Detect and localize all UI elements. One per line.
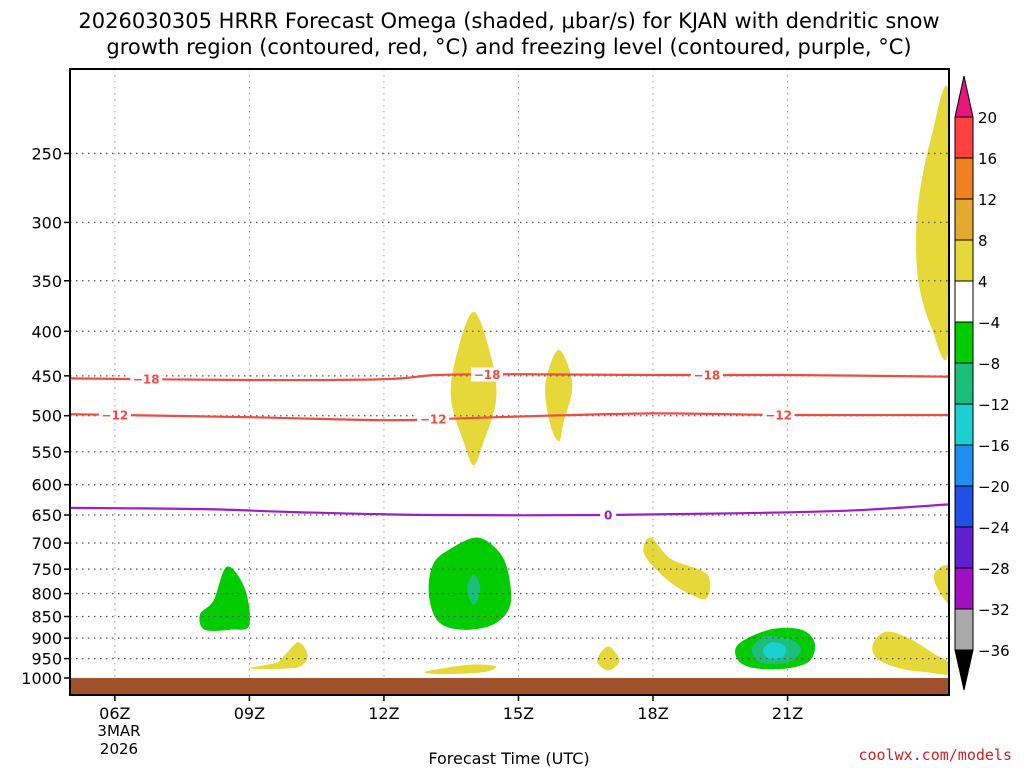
colorbar-label-0: 20 — [978, 109, 997, 127]
downward-minus8-to-minus12-a — [466, 574, 481, 606]
colorbar-label-8: −16 — [978, 437, 1010, 455]
upward-4-to-8-i — [597, 646, 620, 671]
colorbar-band-9 — [954, 485, 974, 528]
x-tick-label-09Z: 09Z — [234, 704, 265, 723]
dgz-minus18-label-bg-1 — [471, 367, 504, 382]
upward-4-to-8-e — [933, 564, 949, 604]
colorbar-band-10 — [954, 526, 974, 569]
colorbar-label-7: −12 — [978, 396, 1010, 414]
x-tick-label-18Z: 18Z — [637, 704, 668, 723]
y-tick-label-1000: 1000 — [21, 669, 62, 688]
dgz-minus12-label-1: −12 — [420, 413, 447, 427]
colorbar-label-12: −32 — [978, 601, 1010, 619]
x-axis-ticks: 06Z 09Z 12Z 15Z 18Z 21Z — [99, 695, 803, 723]
date-label-day: 3MAR — [97, 722, 140, 740]
y-tick-label-650: 650 — [31, 506, 62, 525]
colorbar-bottom-arrow — [954, 649, 974, 691]
colorbar-label-10: −24 — [978, 519, 1010, 537]
colorbar: 20 16 12 8 4 −4 −8 −12 −16 −20 −24 −28 −32 −36 — [954, 75, 1010, 691]
colorbar-label-3: 8 — [978, 232, 988, 250]
dgz-minus12-label-2: −12 — [765, 408, 792, 422]
x-tick-label-21Z: 21Z — [772, 704, 803, 723]
colorbar-label-9: −20 — [978, 478, 1010, 496]
dgz-minus18-label-bg-2 — [690, 368, 723, 383]
colorbar-band-4 — [954, 280, 974, 323]
colorbar-band-11 — [954, 567, 974, 610]
chart-title-line1: 2026030305 HRRR Forecast Omega (shaded, … — [78, 9, 939, 33]
y-tick-label-500: 500 — [31, 407, 62, 426]
upward-4-to-8-a — [915, 85, 949, 361]
downward-minus4-to-minus8-a — [199, 566, 251, 631]
freezing-level-label-0: 0 — [604, 508, 612, 522]
upward-4-to-8-d — [643, 537, 711, 600]
colorbar-band-12 — [954, 608, 974, 651]
watermark: coolwx.com/models — [858, 746, 1012, 764]
colorbar-band-2 — [954, 198, 974, 241]
y-axis-ticks: 250 300 350 400 450 500 550 600 650 700 750 800 850 9… — [21, 144, 70, 688]
date-label-year: 2026 — [100, 740, 138, 758]
y-tick-label-400: 400 — [31, 322, 62, 341]
colorbar-band-5 — [954, 321, 974, 364]
upward-4-to-8-c — [545, 349, 573, 442]
y-tick-label-800: 800 — [31, 585, 62, 604]
colorbar-band-7 — [954, 403, 974, 446]
y-tick-label-550: 550 — [31, 443, 62, 462]
x-axis-label: Forecast Time (UTC) — [428, 749, 589, 768]
dgz-minus18-label-bg-0 — [130, 372, 163, 387]
colorbar-band-6 — [954, 362, 974, 405]
x-tick-label-12Z: 12Z — [368, 704, 399, 723]
colorbar-label-13: −36 — [978, 642, 1010, 660]
dgz-minus12-label-bg-1 — [417, 412, 450, 427]
dgz-minus12-label-bg-2 — [762, 407, 795, 422]
temperature-contours: −18 −18 −18 −12 −12 −12 0 — [70, 367, 949, 522]
colorbar-label-5: −4 — [978, 314, 1000, 332]
colorbar-band-0 — [954, 116, 974, 159]
y-tick-label-900: 900 — [31, 629, 62, 648]
upward-4-to-8-g — [424, 664, 497, 675]
colorbar-label-2: 12 — [978, 191, 997, 209]
omega-shaded-regions — [199, 85, 949, 675]
x-tick-label-06Z: 06Z — [99, 704, 130, 723]
y-tick-label-700: 700 — [31, 534, 62, 553]
upward-4-to-8-b — [450, 311, 497, 466]
dgz-minus12-label-0: −12 — [101, 408, 128, 422]
colorbar-band-8 — [954, 444, 974, 487]
colorbar-label-11: −28 — [978, 560, 1010, 578]
colorbar-label-4: 4 — [978, 273, 988, 291]
x-tick-label-15Z: 15Z — [503, 704, 534, 723]
upward-4-to-8-f — [872, 631, 949, 675]
dgz-minus18-label-0: −18 — [133, 373, 160, 387]
y-tick-label-750: 750 — [31, 560, 62, 579]
chart-title-line2: growth region (contoured, red, °C) and f… — [106, 35, 911, 59]
y-tick-label-350: 350 — [31, 272, 62, 291]
y-tick-label-950: 950 — [31, 650, 62, 669]
downward-minus12-to-minus16-a — [762, 642, 787, 659]
ground-surface — [70, 678, 949, 695]
plot-frame — [69, 68, 950, 696]
colorbar-label-6: −8 — [978, 355, 1000, 373]
freezing-level-line — [70, 503, 949, 517]
colorbar-band-1 — [954, 157, 974, 200]
y-tick-label-600: 600 — [31, 476, 62, 495]
y-tick-label-450: 450 — [31, 367, 62, 386]
dgz-minus12-label-bg-0 — [98, 407, 131, 422]
dgz-minus18-label-1: −18 — [474, 368, 501, 382]
colorbar-band-3 — [954, 239, 974, 282]
y-tick-label-850: 850 — [31, 608, 62, 627]
colorbar-top-arrow — [954, 75, 974, 118]
freezing-level-label-bg-0 — [600, 507, 617, 522]
dgz-minus18-label-2: −18 — [693, 369, 720, 383]
y-tick-label-250: 250 — [31, 144, 62, 163]
upward-4-to-8-h — [249, 642, 308, 670]
colorbar-label-1: 16 — [978, 150, 997, 168]
y-tick-label-300: 300 — [31, 213, 62, 232]
